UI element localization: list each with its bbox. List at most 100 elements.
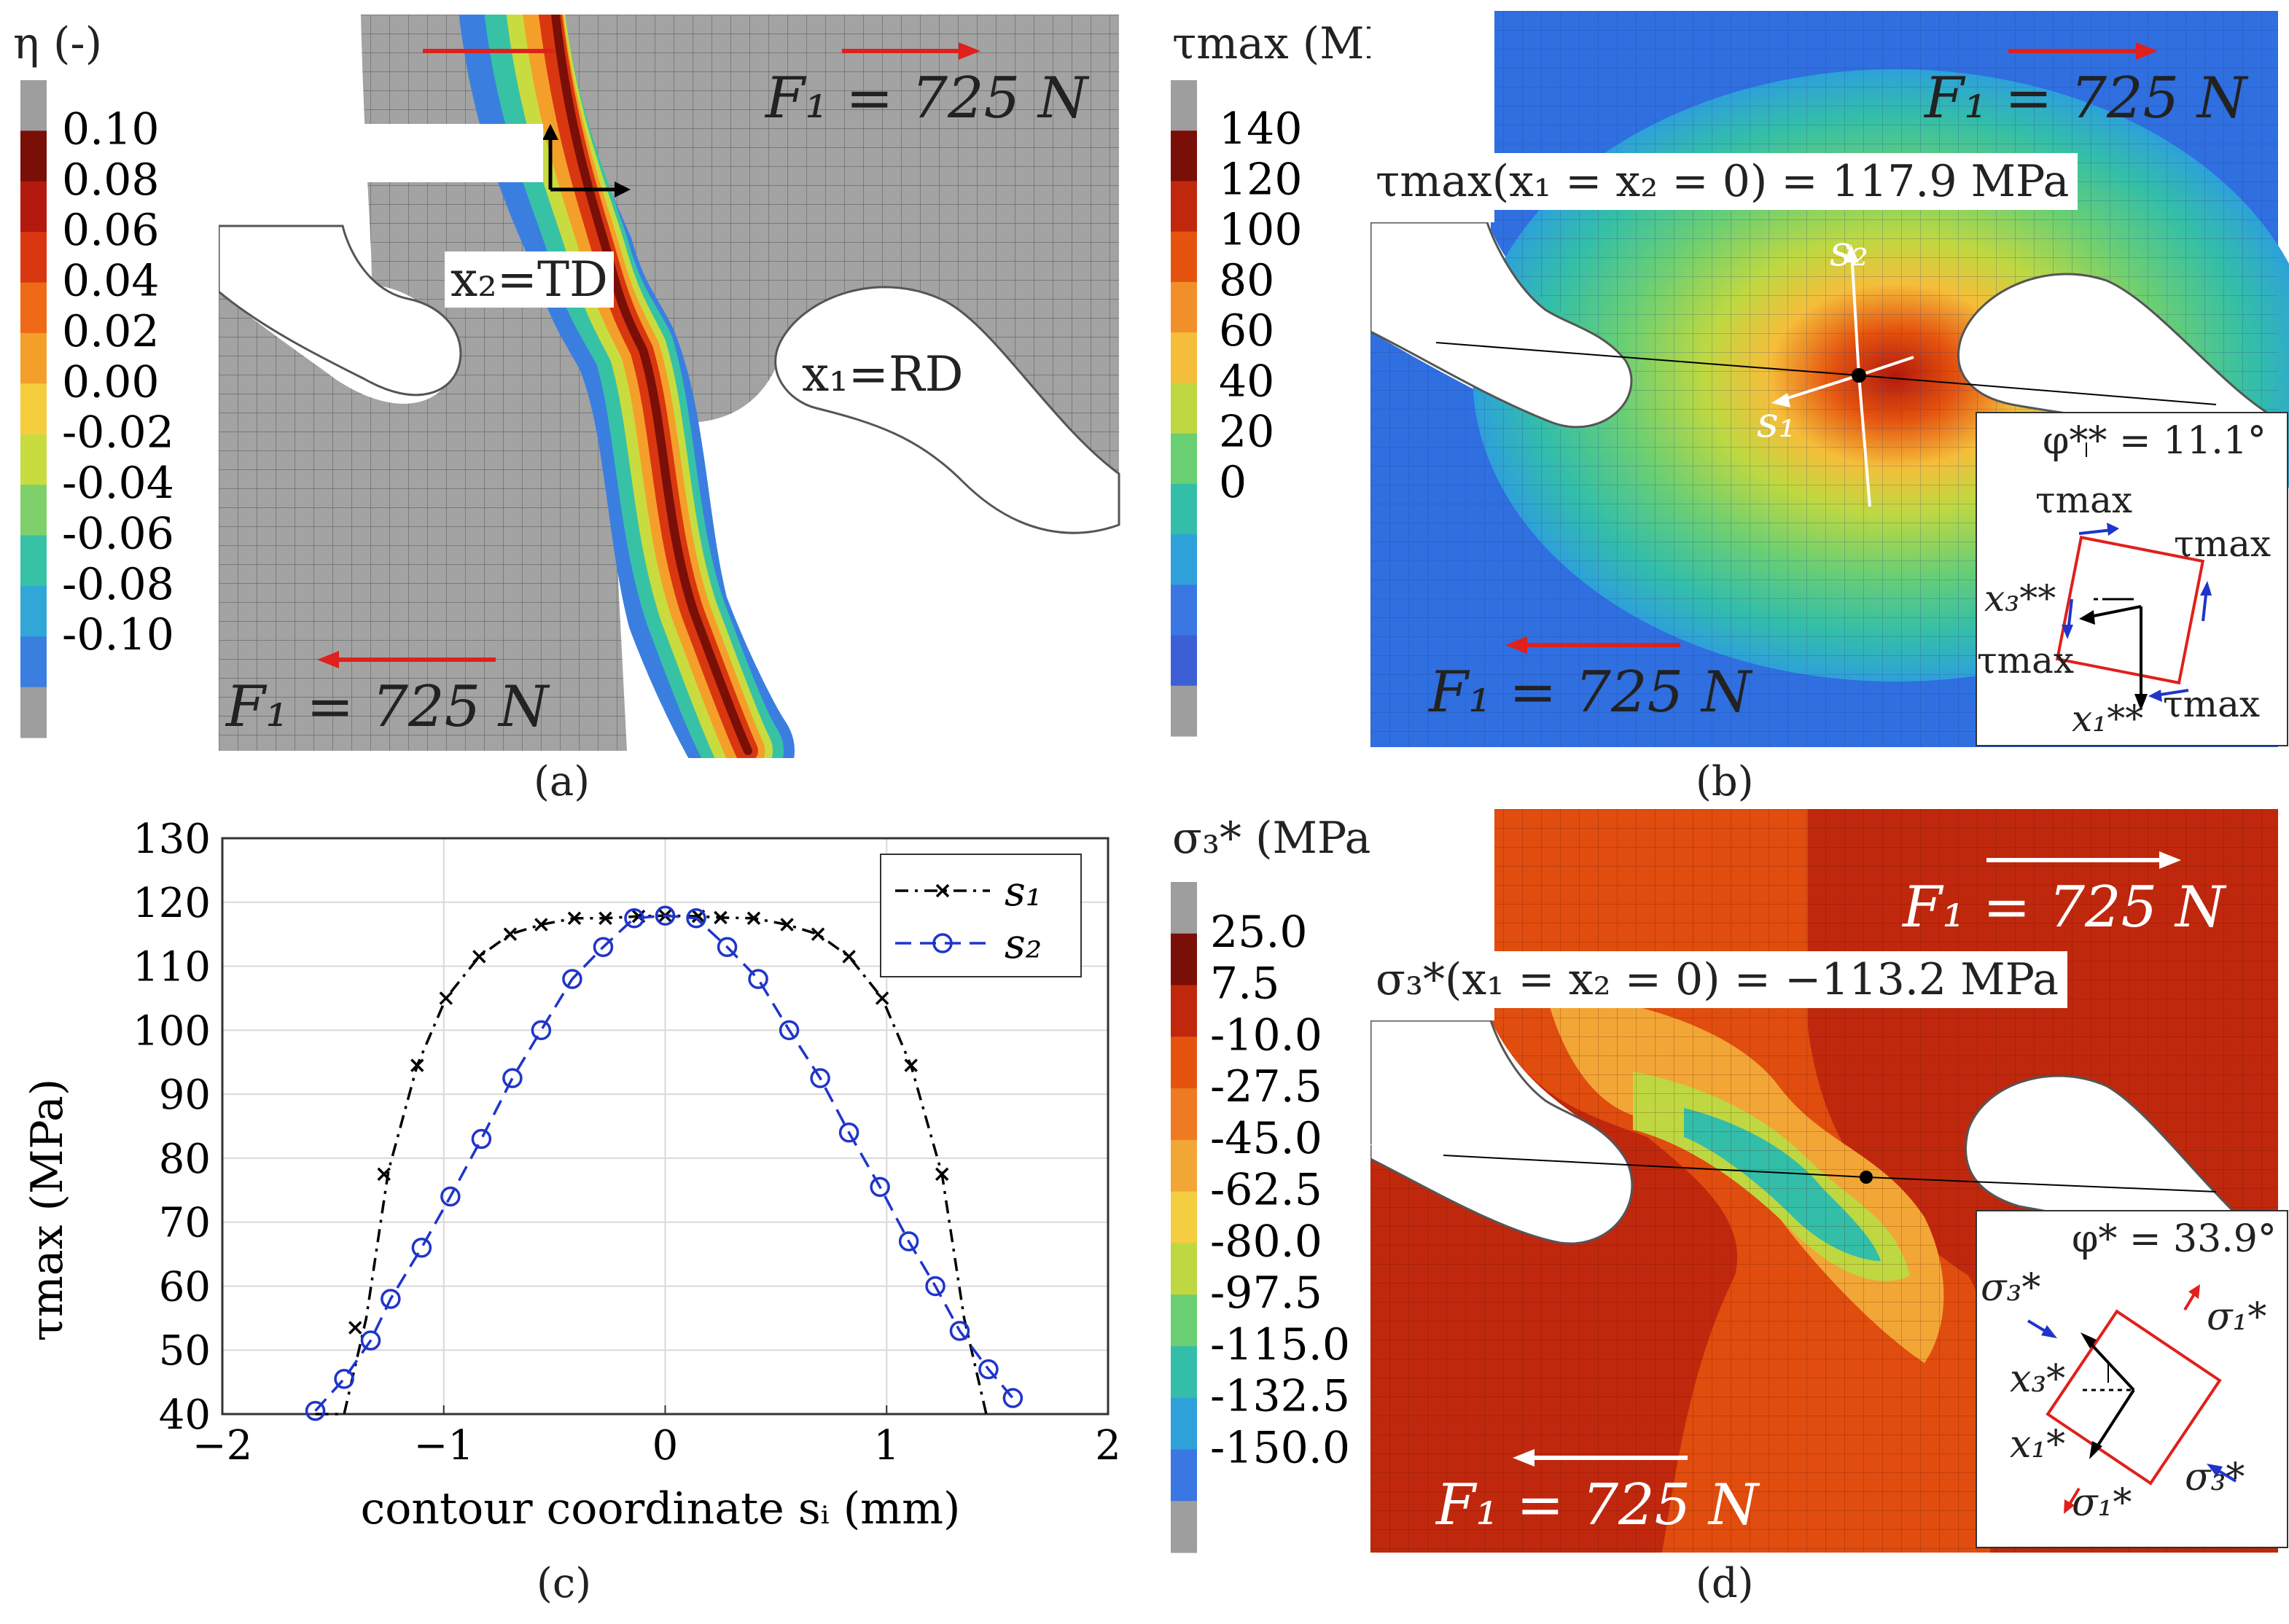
colorbar-a-tick: 0.08 [62, 155, 160, 206]
chart-point-s1 [780, 918, 794, 932]
colorbar-d: 25.07.5-10.0-27.5-45.0-62.5-80.0-97.5-11… [1171, 882, 1350, 1553]
inset-d-sigma1-top: σ₁* [2207, 1295, 2267, 1339]
chart-point-s1 [904, 1058, 918, 1072]
chart-point-s1 [875, 991, 889, 1005]
chart-ytick-label: 110 [133, 944, 211, 991]
colorbar-d-segment [1171, 1449, 1197, 1502]
chart-point-s2 [748, 969, 768, 989]
colorbar-d-tick: -132.5 [1210, 1371, 1350, 1422]
chart-point-s1 [377, 1167, 391, 1182]
colorbar-a-title: η (-) [13, 18, 103, 69]
contour-plot-a [219, 15, 1120, 758]
colorbar-b-segment [1171, 433, 1197, 485]
colorbar-a-segment [20, 282, 47, 334]
chart-point-s2 [440, 1186, 461, 1207]
chart-point-s1 [598, 911, 612, 925]
chart-point-s1 [439, 991, 453, 1005]
inset-b-tau-left: τmax [1977, 639, 2075, 682]
colorbar-b-segment [1171, 130, 1197, 181]
colorbar-d-tick: -150.0 [1210, 1422, 1350, 1473]
force-label-a-bottom: F₁ = 725 N [226, 674, 549, 740]
colorbar-a-tick: -0.10 [62, 609, 174, 660]
notch-left [219, 225, 462, 397]
panel-d: σ₃* (MPa) 25.0 7.5 -10.0 -27.5 -45.0 -62.5 -80… [1159, 802, 2289, 1618]
chart-legend [880, 854, 1082, 977]
chart-legend-marker [935, 883, 950, 898]
force-label-b-top: F₁ = 725 N [1925, 66, 2247, 131]
chart-legend-label: s₂ [1005, 921, 1042, 968]
inset-b-tau-bottom: τmax [2163, 683, 2261, 725]
chart-ytick-label: 130 [133, 816, 211, 863]
chart-point-s2 [870, 1176, 890, 1198]
colorbar-d-tick: 25.0 [1210, 907, 1308, 958]
force-arrow-d-bottom [1513, 1449, 1688, 1467]
colorbar-b-tick: 0 [1219, 457, 1247, 508]
colorbar-a-segment [20, 636, 47, 688]
sigma-annotation-d: σ₃*(x₁ = x₂ = 0) = −113.2 MPa [1367, 951, 2068, 1008]
s1-label: s₁ [1757, 397, 1796, 447]
chart-ytick-label: 100 [133, 1007, 211, 1055]
chart-series-line-2 [314, 914, 1014, 1412]
colorbar-d-segment [1171, 882, 1197, 934]
colorbar-d-tick: 7.5 [1210, 959, 1279, 1010]
colorbar-d-tick: -27.5 [1210, 1061, 1322, 1112]
chart-point-s2 [562, 969, 582, 989]
colorbar-a-tick: 0.00 [62, 356, 160, 407]
force-label-d-bottom: F₁ = 725 N [1436, 1472, 1759, 1538]
colorbar-b-segment [1171, 534, 1197, 585]
colorbar-a-segment [20, 383, 47, 435]
chart-point-s1 [410, 1058, 424, 1072]
chart-point-s2 [334, 1368, 354, 1389]
colorbar-a-tick: 0.02 [62, 306, 160, 357]
chart-point-s2 [381, 1289, 401, 1309]
colorbar-a-tick: -0.04 [62, 458, 174, 509]
axis-label-x1: x₁=RD [802, 346, 964, 402]
chart-legend-marker [932, 933, 953, 953]
chart-xtick-label: −1 [413, 1422, 474, 1469]
inset-b-angle: φ** = 11.1° [2043, 419, 2266, 463]
inset-d-x3: x₃* [2010, 1357, 2066, 1401]
inset-b-diagram [2055, 442, 2212, 711]
chart-point-s2 [925, 1276, 945, 1297]
chart-point-s1 [348, 1321, 362, 1335]
colorbar-d-segment [1171, 1295, 1197, 1347]
colorbar-b-tick: 20 [1219, 407, 1274, 458]
inset-b-x1: x₁** [2072, 698, 2144, 740]
panel-b-label: (b) [1696, 758, 1754, 805]
chart-point-s2 [1002, 1388, 1023, 1408]
colorbar-a-segment [20, 130, 47, 182]
chart-point-s1 [472, 950, 486, 964]
colorbar-d-segment [1171, 1501, 1197, 1553]
chart-frame [221, 837, 1110, 1416]
chart-ylabel: τmax (MPa) [22, 1079, 73, 1341]
chart-point-s2 [779, 1020, 800, 1041]
panel-d-label: (d) [1696, 1560, 1754, 1607]
chart-ytick-label: 70 [159, 1200, 211, 1247]
chart-ytick-label: 120 [133, 880, 211, 927]
chart-point-s2 [411, 1238, 432, 1258]
chart-point-s2 [949, 1321, 970, 1341]
force-label-a-top: F₁ = 725 N [765, 66, 1088, 131]
colorbar-b-tick: 60 [1219, 305, 1274, 356]
inset-b-tau-top: τmax [2035, 479, 2133, 521]
colorbar-d-segment [1171, 1139, 1197, 1192]
force-label-d-top: F₁ = 725 N [1903, 875, 2226, 940]
colorbar-a-tick: -0.02 [62, 407, 174, 458]
chart-ytick-label: 80 [159, 1136, 211, 1183]
colorbar-d-tick: -45.0 [1210, 1113, 1322, 1164]
colorbar-a-tick: -0.08 [62, 559, 174, 610]
colorbar-b-tick: 120 [1219, 154, 1303, 205]
colorbar-b-tick: 80 [1219, 255, 1274, 306]
force-label-b-bottom: F₁ = 725 N [1429, 660, 1752, 725]
colorbar-b-segment [1171, 281, 1197, 333]
chart-point-s1 [534, 918, 548, 932]
inset-d-sigma3-bottom: σ₃* [2185, 1456, 2245, 1499]
inset-d-diagram [2027, 1284, 2237, 1514]
colorbar-b-segment [1171, 181, 1197, 233]
colorbar-b-segment [1171, 80, 1197, 131]
colorbar-b-segment [1171, 635, 1197, 687]
inset-d-x1: x₁* [2010, 1423, 2066, 1467]
chart-point-s1 [811, 927, 825, 941]
colorbar-a-tick: 0.06 [62, 205, 160, 256]
